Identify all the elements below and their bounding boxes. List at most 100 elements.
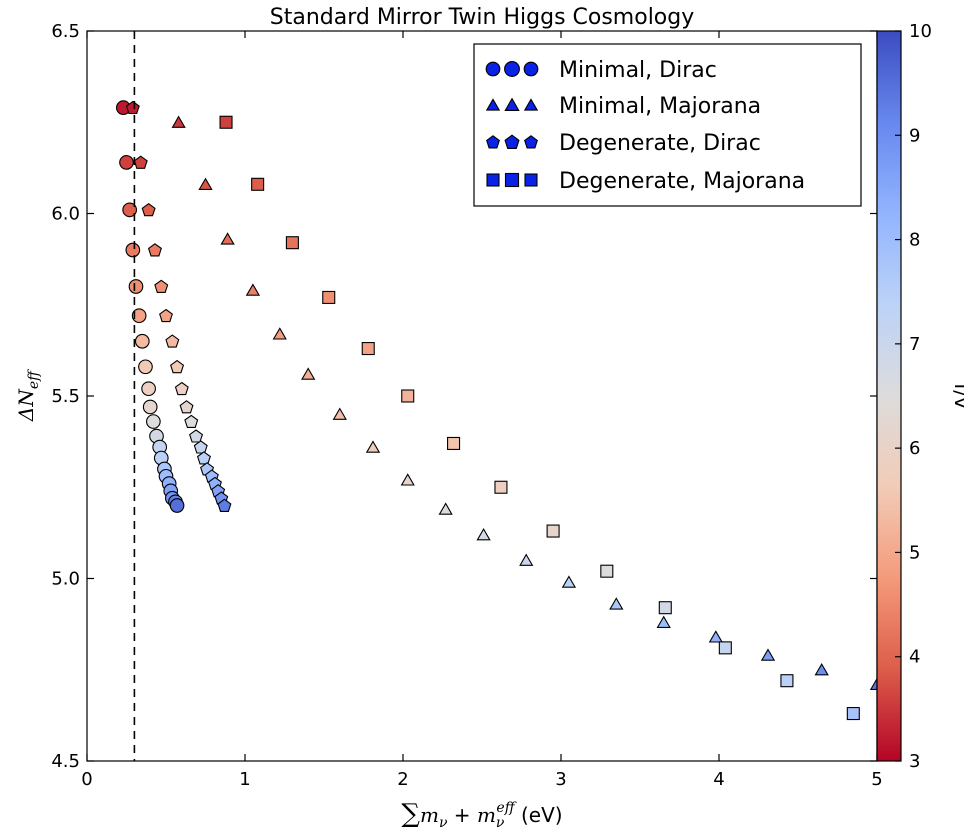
legend-marker-triangle — [504, 97, 520, 111]
chart-title: Standard Mirror Twin Higgs Cosmology — [270, 5, 695, 30]
data-point-s1-6 — [332, 407, 347, 420]
data-point-s3-10 — [658, 601, 672, 615]
colorbar-tick-label: 10 — [909, 21, 932, 42]
legend-marker-circle — [485, 61, 501, 77]
x-tick-label: 3 — [555, 769, 566, 790]
colorbar-tick-label: 8 — [909, 230, 920, 251]
y-axis-label-main: ΔN — [14, 388, 38, 422]
data-point-s1-16 — [760, 648, 776, 661]
data-point-s2-13 — [196, 451, 211, 465]
legend-markers — [485, 61, 539, 188]
y-axis-ticks: 4.5 5.0 5.5 6.0 6.5 — [51, 21, 877, 772]
legend-marker-triangle — [523, 98, 539, 111]
data-point-s0-2 — [122, 202, 138, 218]
y-tick-label: 6.0 — [51, 204, 80, 225]
colorbar-tick-label: 7 — [909, 334, 920, 355]
legend-marker-pentagon — [504, 134, 520, 149]
data-point-s0-4 — [128, 279, 144, 294]
data-point-s1-10 — [476, 528, 491, 541]
data-point-s0-9 — [142, 399, 158, 415]
x-tick-label: 2 — [397, 769, 408, 790]
data-point-s2-4 — [154, 279, 169, 293]
data-point-s3-4 — [361, 342, 375, 356]
y-tick-label: 5.0 — [51, 569, 80, 590]
data-point-s2-3 — [147, 243, 162, 257]
data-point-s2-0 — [125, 100, 140, 115]
data-point-s3-1 — [251, 177, 265, 191]
data-point-s1-3 — [245, 283, 261, 296]
data-point-s1-8 — [400, 473, 415, 486]
data-point-s2-2 — [141, 203, 156, 217]
x-axis-label-plus: + — [447, 803, 476, 827]
data-point-s2-12 — [193, 440, 208, 454]
colorbar-tick-label: 9 — [909, 125, 920, 146]
data-point-s2-10 — [184, 414, 199, 428]
data-point-s0-3 — [125, 242, 141, 258]
colorbar-tick-label: 4 — [909, 647, 920, 668]
data-point-s3-0 — [219, 115, 233, 129]
data-point-s3-12 — [780, 674, 794, 688]
data-point-s2-19 — [217, 498, 232, 512]
x-axis-label-nu2: ν — [496, 815, 505, 831]
data-point-s2-6 — [165, 334, 180, 348]
legend-marker-circle — [504, 61, 520, 77]
colorbar-label: f/v — [950, 383, 964, 409]
data-point-s0-5 — [131, 308, 147, 324]
legend-box — [473, 43, 862, 207]
legend-marker-pentagon — [486, 135, 500, 149]
data-point-s0-20 — [169, 498, 185, 513]
data-point-s1-12 — [561, 575, 577, 588]
x-tick-label: 0 — [81, 769, 92, 790]
data-point-s0-1 — [119, 155, 134, 170]
data-point-s0-7 — [138, 359, 153, 375]
legend-label-minimal-majorana: Minimal, Majorana — [559, 94, 761, 119]
data-point-s2-11 — [189, 429, 204, 443]
data-point-s2-8 — [174, 381, 189, 396]
data-point-s3-5 — [401, 389, 415, 403]
x-axis-label-unit: (eV) — [515, 803, 563, 827]
x-axis-ticks: 0 1 2 3 4 5 — [81, 31, 883, 790]
data-point-s2-7 — [170, 359, 185, 374]
data-point-s3-3 — [322, 290, 336, 304]
x-tick-label: 4 — [713, 769, 724, 790]
data-point-s1-17 — [814, 663, 829, 676]
legend: Minimal, Dirac Minimal, Majorana Degener… — [473, 43, 862, 207]
data-point-s1-1 — [198, 177, 213, 190]
legend-marker-square — [524, 173, 538, 187]
y-axis-label: ΔNeff — [14, 369, 42, 422]
x-axis-label-sum: ∑ — [401, 799, 420, 829]
data-point-s3-11 — [718, 641, 732, 655]
data-point-s2-9 — [179, 400, 194, 414]
data-point-s1-0 — [171, 115, 186, 128]
data-point-s1-13 — [609, 597, 624, 610]
data-point-s3-13 — [846, 707, 860, 721]
data-point-s2-5 — [159, 308, 173, 323]
data-marks — [115, 100, 877, 721]
data-point-s1-18 — [869, 677, 877, 690]
y-tick-label: 5.5 — [51, 386, 80, 407]
colorbar: 3 4 5 6 7 8 9 10 f/v — [876, 21, 964, 772]
y-tick-label: 6.5 — [51, 21, 80, 42]
data-point-s1-5 — [301, 367, 316, 380]
y-tick-label: 4.5 — [51, 751, 80, 772]
x-axis-label-m: m — [420, 803, 439, 827]
data-point-s1-4 — [272, 327, 287, 340]
data-point-s1-7 — [365, 440, 381, 453]
legend-marker-pentagon — [524, 135, 538, 149]
colorbar-tick-label: 5 — [909, 542, 920, 563]
legend-marker-square — [486, 173, 500, 187]
colorbar-gradient — [876, 30, 902, 762]
y-axis-label-sub: eff — [26, 369, 42, 389]
data-point-s0-10 — [146, 414, 161, 429]
data-point-s3-6 — [447, 436, 461, 450]
data-point-s0-8 — [141, 381, 156, 397]
data-point-s3-8 — [546, 524, 560, 538]
x-axis-label-nu: ν — [439, 815, 448, 831]
data-point-s3-7 — [494, 480, 508, 494]
colorbar-tick-label: 6 — [909, 438, 920, 459]
data-point-s1-14 — [656, 615, 671, 628]
data-point-s0-6 — [134, 333, 150, 349]
legend-label-degenerate-dirac: Degenerate, Dirac — [559, 131, 761, 156]
colorbar-tick-label: 3 — [909, 751, 920, 772]
